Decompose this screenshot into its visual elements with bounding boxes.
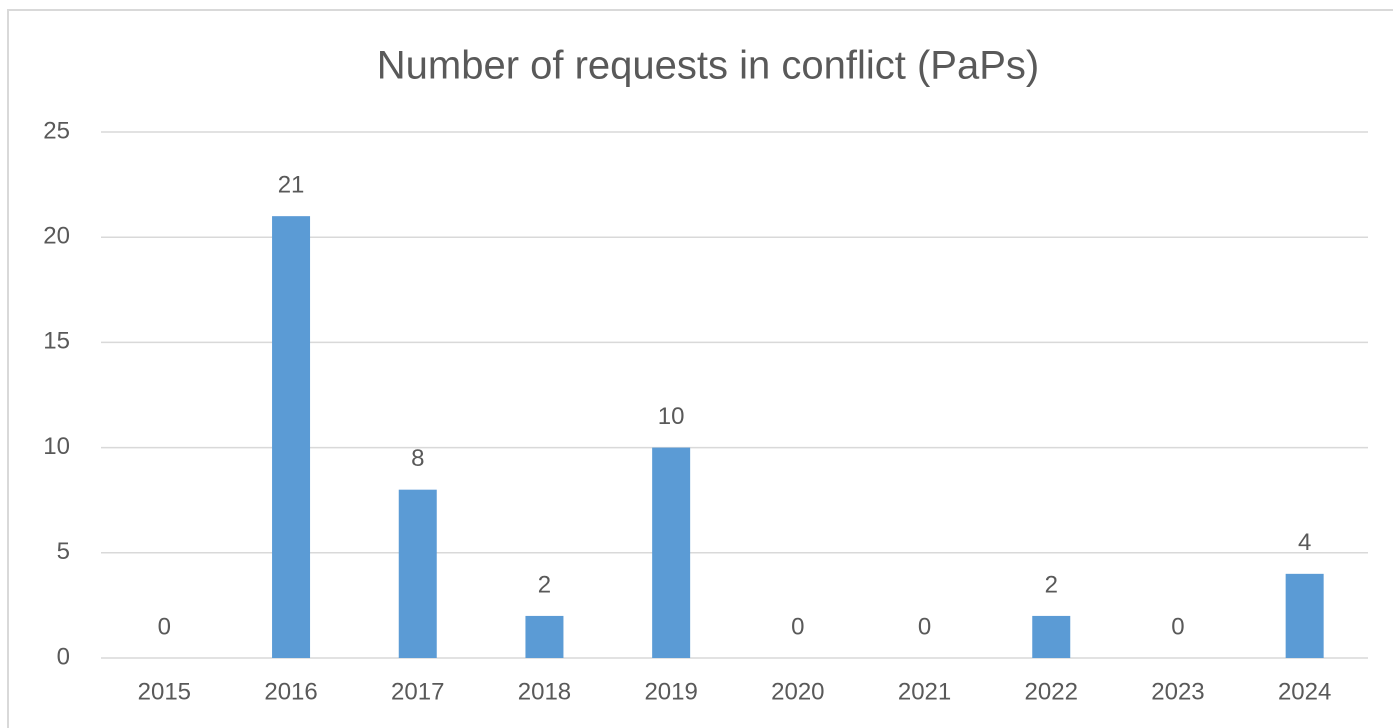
data-label: 21	[278, 172, 305, 199]
x-tick-label: 2022	[1025, 678, 1078, 705]
data-label: 2	[1045, 571, 1058, 598]
y-tick-label: 5	[57, 538, 70, 565]
data-label: 0	[158, 613, 171, 640]
x-tick-label: 2016	[264, 678, 317, 705]
x-tick-label: 2018	[518, 678, 571, 705]
data-label: 0	[918, 613, 931, 640]
y-tick-label: 25	[43, 117, 70, 144]
y-tick-label: 20	[43, 223, 70, 250]
data-label: 0	[791, 613, 804, 640]
data-label: 0	[1171, 613, 1184, 640]
x-tick-label: 2021	[898, 678, 951, 705]
chart-frame	[7, 9, 1393, 728]
data-label: 4	[1298, 529, 1311, 556]
bar	[1285, 573, 1324, 658]
y-tick-label: 0	[57, 643, 70, 670]
data-label: 2	[538, 571, 551, 598]
bar	[272, 216, 311, 658]
data-label: 8	[411, 445, 424, 472]
y-tick-label: 15	[43, 328, 70, 355]
x-tick-label: 2024	[1278, 678, 1331, 705]
x-tick-label: 2020	[771, 678, 824, 705]
bar	[525, 615, 564, 658]
x-tick-label: 2017	[391, 678, 444, 705]
y-tick-label: 10	[43, 433, 70, 460]
bar	[398, 489, 437, 658]
x-tick-label: 2019	[644, 678, 697, 705]
x-tick-label: 2015	[138, 678, 191, 705]
x-tick-label: 2023	[1151, 678, 1204, 705]
bar	[1032, 615, 1071, 658]
bar	[652, 447, 691, 658]
data-label: 10	[658, 403, 685, 430]
chart-title: Number of requests in conflict (PaPs)	[377, 44, 1039, 88]
